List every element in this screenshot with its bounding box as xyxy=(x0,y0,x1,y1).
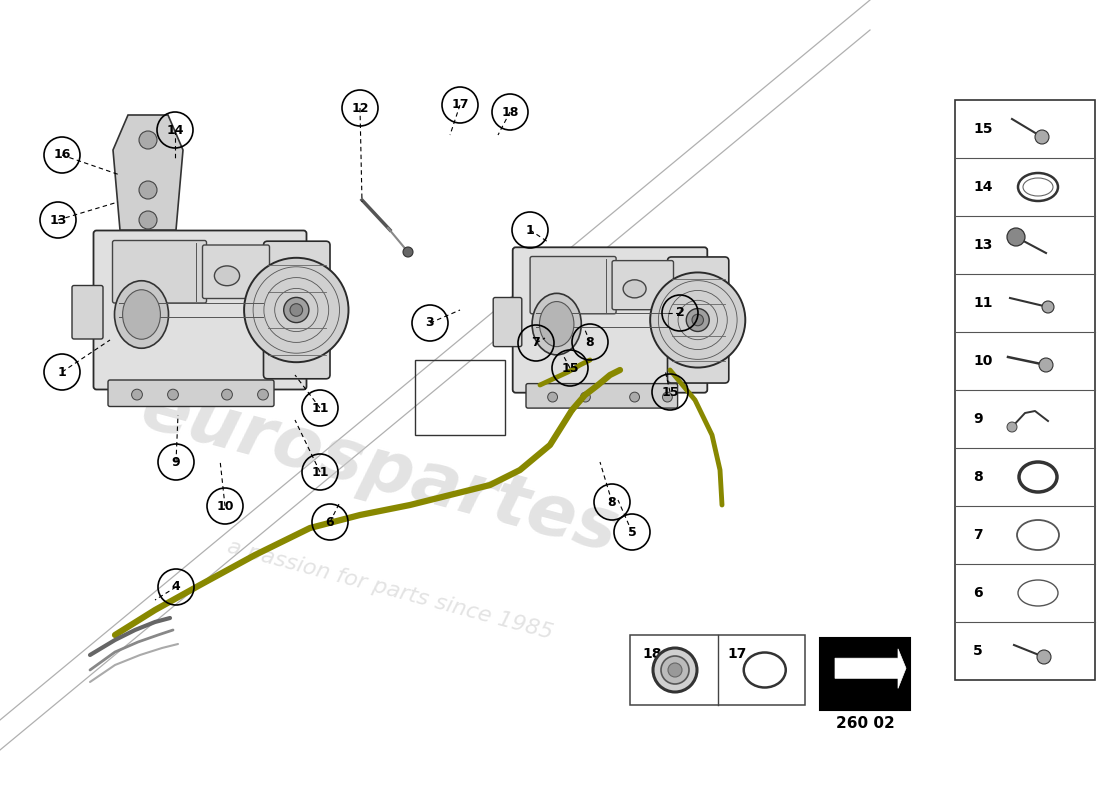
FancyBboxPatch shape xyxy=(264,242,330,379)
Text: 7: 7 xyxy=(974,528,982,542)
Text: 14: 14 xyxy=(166,123,184,137)
Text: 11: 11 xyxy=(311,466,329,478)
Circle shape xyxy=(629,392,639,402)
Circle shape xyxy=(139,211,157,229)
Circle shape xyxy=(221,390,232,400)
Text: 8: 8 xyxy=(585,335,594,349)
Text: 4: 4 xyxy=(172,581,180,594)
FancyBboxPatch shape xyxy=(530,257,616,314)
FancyBboxPatch shape xyxy=(612,261,673,310)
FancyBboxPatch shape xyxy=(108,380,274,406)
FancyBboxPatch shape xyxy=(493,298,521,346)
Text: 18: 18 xyxy=(502,106,519,118)
Circle shape xyxy=(1042,301,1054,313)
Text: 13: 13 xyxy=(50,214,67,226)
Text: 1: 1 xyxy=(526,223,535,237)
Circle shape xyxy=(1006,422,1018,432)
Text: 17: 17 xyxy=(451,98,469,111)
Text: 5: 5 xyxy=(974,644,982,658)
Circle shape xyxy=(244,258,349,362)
Text: 15: 15 xyxy=(661,386,679,398)
Circle shape xyxy=(290,304,303,316)
Text: 11: 11 xyxy=(311,402,329,414)
FancyBboxPatch shape xyxy=(526,384,678,408)
Ellipse shape xyxy=(623,280,646,298)
Circle shape xyxy=(139,181,157,199)
Text: 13: 13 xyxy=(974,238,992,252)
Circle shape xyxy=(662,392,672,402)
Text: 8: 8 xyxy=(607,495,616,509)
Circle shape xyxy=(1037,650,1050,664)
Text: 8: 8 xyxy=(974,470,982,484)
Circle shape xyxy=(686,309,710,331)
Text: 260 02: 260 02 xyxy=(836,717,894,731)
Circle shape xyxy=(661,656,689,684)
Text: 9: 9 xyxy=(172,455,180,469)
Ellipse shape xyxy=(122,290,161,339)
Polygon shape xyxy=(113,115,183,230)
Circle shape xyxy=(581,392,591,402)
Circle shape xyxy=(650,273,746,367)
Text: 14: 14 xyxy=(974,180,992,194)
Text: 10: 10 xyxy=(974,354,992,368)
Circle shape xyxy=(1006,228,1025,246)
Text: 1: 1 xyxy=(57,366,66,378)
Polygon shape xyxy=(835,649,906,688)
Text: 11: 11 xyxy=(974,296,992,310)
Circle shape xyxy=(548,392,558,402)
Text: 6: 6 xyxy=(326,515,334,529)
Circle shape xyxy=(132,390,142,400)
Text: 7: 7 xyxy=(531,337,540,350)
Text: 9: 9 xyxy=(974,412,982,426)
Text: 15: 15 xyxy=(561,362,579,374)
Ellipse shape xyxy=(114,281,168,348)
Text: 5: 5 xyxy=(628,526,637,538)
Bar xyxy=(820,638,910,710)
Text: 18: 18 xyxy=(642,647,661,661)
FancyBboxPatch shape xyxy=(72,286,103,339)
Text: eurospartes: eurospartes xyxy=(134,373,626,567)
Circle shape xyxy=(668,663,682,677)
Text: 3: 3 xyxy=(426,317,434,330)
Circle shape xyxy=(139,131,157,149)
FancyBboxPatch shape xyxy=(94,230,307,390)
Circle shape xyxy=(284,298,309,322)
FancyBboxPatch shape xyxy=(112,241,207,303)
Circle shape xyxy=(257,390,268,400)
Bar xyxy=(955,100,1094,680)
Text: 10: 10 xyxy=(217,499,233,513)
Ellipse shape xyxy=(532,294,581,355)
Text: 2: 2 xyxy=(675,306,684,319)
Text: 15: 15 xyxy=(974,122,992,136)
Circle shape xyxy=(167,390,178,400)
Circle shape xyxy=(1035,130,1049,144)
Bar xyxy=(630,635,805,705)
Circle shape xyxy=(403,247,412,257)
Text: 16: 16 xyxy=(53,149,70,162)
Text: 17: 17 xyxy=(727,647,747,661)
Text: a passion for parts since 1985: a passion for parts since 1985 xyxy=(226,537,556,643)
Circle shape xyxy=(1040,358,1053,372)
Circle shape xyxy=(692,314,704,326)
Ellipse shape xyxy=(214,266,240,286)
Bar xyxy=(415,360,505,435)
FancyBboxPatch shape xyxy=(202,245,270,298)
Circle shape xyxy=(653,648,697,692)
FancyBboxPatch shape xyxy=(668,257,729,383)
Ellipse shape xyxy=(539,302,574,346)
Text: 12: 12 xyxy=(351,102,369,114)
Text: 6: 6 xyxy=(974,586,982,600)
FancyBboxPatch shape xyxy=(513,247,707,393)
